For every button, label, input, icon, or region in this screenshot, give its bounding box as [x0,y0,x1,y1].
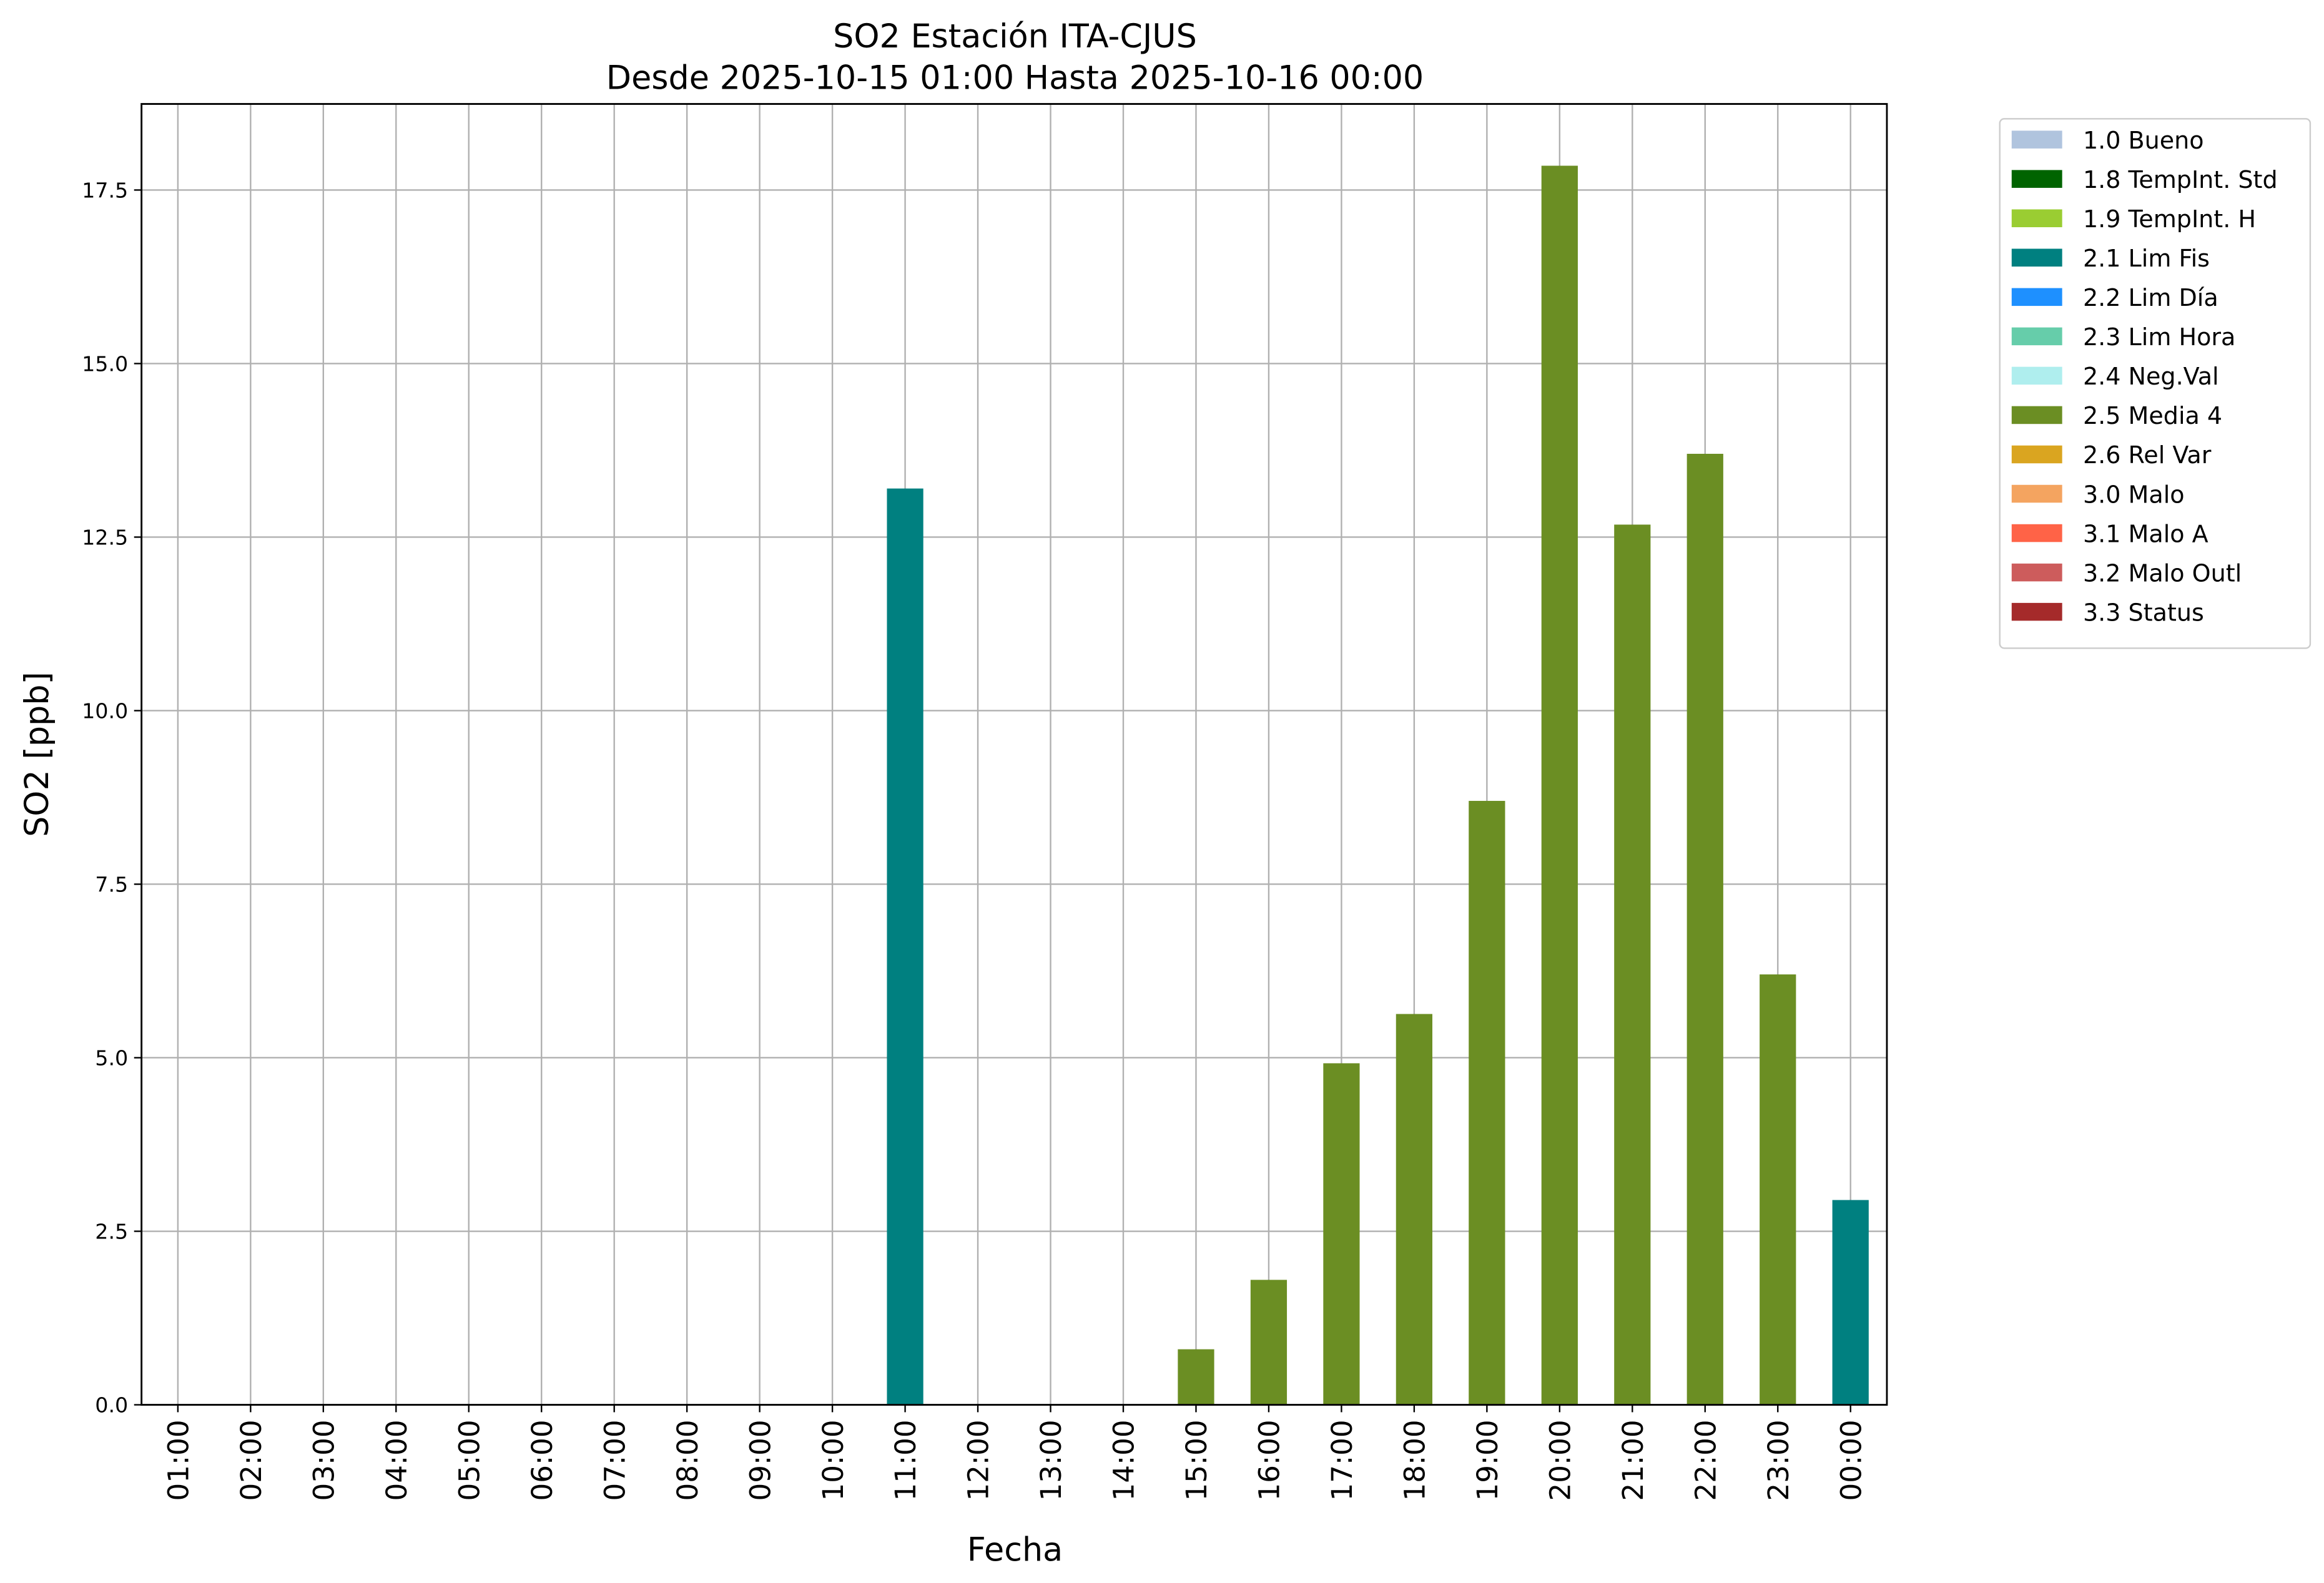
legend-label: 3.1 Malo A [2083,520,2208,547]
bar [1396,1014,1433,1405]
x-tick-label: 18:00 [1399,1419,1432,1501]
legend-label: 1.9 TempInt. H [2083,205,2256,233]
x-tick-label: 23:00 [1762,1419,1795,1501]
legend-label: 3.2 Malo Outl [2083,559,2242,587]
legend-label: 2.3 Lim Hora [2083,323,2235,351]
legend-swatch [2011,170,2062,188]
y-tick-label: 12.5 [82,525,128,549]
x-tick-label: 14:00 [1108,1419,1141,1501]
legend-label: 3.0 Malo [2083,481,2185,508]
bar [1832,1200,1869,1405]
bar [1541,165,1578,1405]
chart-subtitle: Desde 2025-10-15 01:00 Hasta 2025-10-16 … [606,59,1424,97]
legend-label: 1.8 TempInt. Std [2083,166,2278,194]
legend-swatch [2011,484,2062,503]
plot-frame [140,103,1888,1406]
bar [1323,1063,1360,1405]
legend-label: 2.2 Lim Día [2083,284,2218,311]
x-tick-label: 12:00 [962,1419,995,1501]
legend-swatch [2011,563,2062,582]
legend-label: 2.4 Neg.Val [2083,363,2219,390]
legend-swatch [2011,366,2062,385]
legend-frame [1999,118,2312,649]
bar [1760,974,1796,1405]
y-tick-label: 15.0 [82,351,128,376]
x-tick-label: 08:00 [671,1419,704,1501]
x-tick-label: 17:00 [1326,1419,1359,1501]
bar [1469,801,1505,1405]
legend-swatch [2011,445,2062,464]
x-tick-label: 02:00 [235,1419,268,1501]
y-tick-label: 17.5 [82,178,128,202]
bar [1686,454,1723,1405]
y-axis-label: SO2 [ppb] [18,672,56,837]
bar [1178,1349,1214,1405]
x-tick-label: 00:00 [1834,1419,1868,1501]
legend-swatch [2011,327,2062,346]
x-tick-label: 09:00 [744,1419,777,1501]
x-axis-label: Fecha [967,1531,1063,1569]
legend-label: 1.0 Bueno [2083,127,2204,154]
legend-label: 2.5 Media 4 [2083,402,2222,429]
bar [1250,1280,1288,1405]
x-tick-label: 13:00 [1035,1419,1068,1501]
x-tick-label: 16:00 [1253,1419,1286,1501]
x-tick-label: 01:00 [162,1419,195,1501]
x-tick-label: 03:00 [307,1419,340,1501]
y-tick-label: 5.0 [95,1046,128,1070]
bar [887,488,923,1405]
legend-swatch [2011,248,2062,267]
x-tick-label: 19:00 [1471,1419,1504,1501]
legend-label: 2.6 Rel Var [2083,441,2212,469]
y-tick-label: 10.0 [82,698,128,723]
x-tick-label: 11:00 [889,1419,922,1501]
x-tick-label: 04:00 [380,1419,413,1501]
legend-swatch [2011,288,2062,306]
legend-label: 3.3 Status [2083,599,2204,626]
x-tick-label: 15:00 [1180,1419,1213,1501]
chart-title: SO2 Estación ITA-CJUS [833,17,1197,56]
y-tick-label: 2.5 [95,1219,128,1243]
legend-label: 2.1 Lim Fis [2083,245,2210,272]
x-tick-label: 20:00 [1544,1419,1577,1501]
x-tick-label: 21:00 [1617,1419,1650,1501]
y-tick-label: 7.5 [95,872,128,896]
x-tick-label: 22:00 [1689,1419,1722,1501]
x-tick-label: 07:00 [598,1419,631,1501]
legend-swatch [2011,130,2062,149]
legend-swatch [2011,524,2062,542]
legend-swatch [2011,209,2062,227]
x-tick-label: 05:00 [453,1419,486,1501]
legend-swatch [2011,406,2062,424]
bar [1614,524,1651,1405]
y-tick-label: 0.0 [95,1393,128,1417]
x-tick-label: 06:00 [526,1419,559,1501]
legend-swatch [2011,602,2062,621]
x-tick-label: 10:00 [817,1419,850,1501]
